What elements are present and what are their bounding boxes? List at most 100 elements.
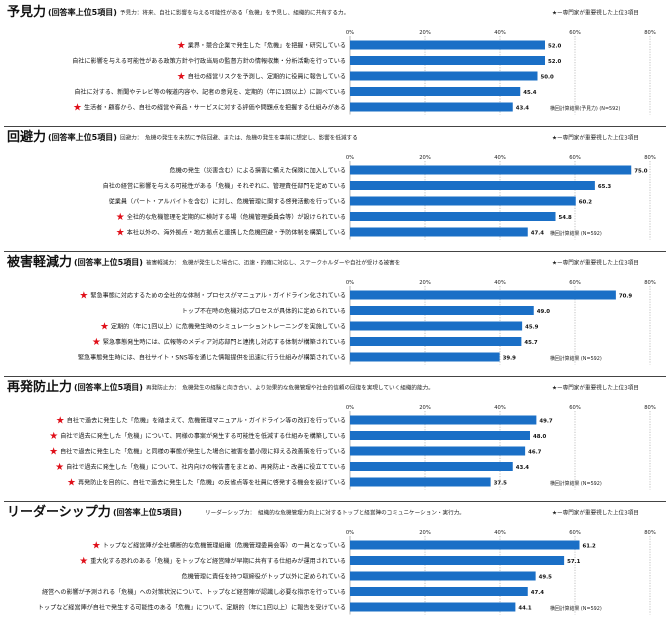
bar [350,102,513,112]
data-label: 44.1 [518,605,532,611]
bar [350,56,545,65]
star-icon: ★ [92,541,101,552]
x-tick-label: 80% [644,530,656,536]
x-tick-label: 40% [494,155,506,161]
bar [350,181,595,190]
bar [350,87,521,96]
section-title: 回避力 [7,129,46,145]
category-label: 自社で過去に発生した「危機」について、同様の事案が発生する可能性を低減する仕組み… [60,432,346,440]
x-tick-label: 80% [644,30,656,36]
star-icon: ★ [49,447,58,458]
star-icon: ★ [67,478,76,489]
star-icon: ★ [49,431,58,442]
x-tick-label: 80% [644,405,656,411]
sample-note: 横回計算結果(予見力) (N=592) [550,105,620,112]
section-title: リーダーシップ力 [7,504,111,520]
category-label: 全社的な危機管理を定期的に検討する場（危機管理委員会等）が設けられている [127,213,346,221]
category-label: 自社に対する、新聞やテレビ等の報道内容や、記者の意見を、定期的（年に1回以上）に… [74,88,346,96]
bar [350,165,632,175]
category-label: 危機管理に責任を持つ取締役がトップ以外に定められている [182,573,346,581]
bar [350,290,616,300]
category-label: 自社の経営に影響を与える可能性がある「危機」それぞれに、管理責任部門を定めている [103,182,346,190]
category-label: 自社で過去に発生した「危機」を踏まえて、危機管理マニュアル・ガイドライン等の改訂… [67,417,346,425]
legend-text: ★ー専門家が重要視した上位3項目 [552,509,639,517]
section-subtitle: (回答率上位5項目) [48,7,117,17]
data-label: 75.0 [634,168,648,174]
data-label: 37.5 [494,480,508,486]
section-title: 被害軽減力 [6,254,72,270]
sample-note: 横回計算結果 (N=592) [550,230,602,237]
legend-text: ★ー専門家が重要視した上位3項目 [552,259,639,267]
section-1: 予見力 (回答率上位5項目) 予見力：将来、自社に影響を与える可能性がある「危機」を… [7,4,656,115]
x-tick-label: 20% [419,30,431,36]
section-description: 回避力： 危機の発生を未然に予防回避、または、危機の発生を事前に想定し、影響を低… [120,134,358,142]
bar [350,212,556,221]
section-title: 予見力 [7,4,46,20]
sample-note: 横回計算結果 (N=592) [550,480,602,487]
category-label: 緊急事態発生時には、自社サイト・SNS等を通じた情報提供を迅速に行う仕組みが構築… [78,354,346,362]
sample-note: 横回計算結果 (N=592) [550,355,602,362]
star-icon: ★ [177,72,186,83]
section-subtitle: (回答率上位5項目) [113,507,182,517]
bar [350,306,534,315]
legend-text: ★ー専門家が重要視した上位3項目 [552,384,639,392]
x-tick-label: 60% [569,530,581,536]
data-label: 48.0 [533,434,547,440]
category-label: 経営への影響が予測される「危機」への対策状況について、トップなど経営陣が認識し必… [42,588,346,596]
legend-text: ★ー専門家が重要視した上位3項目 [552,9,639,17]
x-tick-label: 80% [644,155,656,161]
star-icon: ★ [55,462,64,473]
category-label: 従業員（パート・アルバイトを含む）に対し、危機管理に関する啓発活動を行っている [109,198,346,206]
section-subtitle: (回答率上位5項目) [74,382,143,392]
data-label: 47.4 [531,230,545,236]
section-4: 再発防止力 (回答率上位5項目) 再発防止力： 危機発生の経験と向き合い、より効果的… [4,376,666,490]
section-description: 被害軽減力： 危機が発生した場合に、迅速・的確に対応し、ステークホルダーや自社が… [146,259,400,267]
data-label: 52.0 [548,43,562,49]
section-3: 被害軽減力 (回答率上位5項目) 被害軽減力： 危機が発生した場合に、迅速・的確に対… [4,251,666,365]
category-label: 再発防止を目的に、自社で過去に発生した「危機」の反省点等を社員に啓発する機会を設… [78,479,346,487]
x-tick-label: 40% [494,530,506,536]
x-tick-label: 40% [494,30,506,36]
data-label: 70.9 [619,293,633,299]
data-label: 45.7 [524,340,538,346]
bar [350,571,536,581]
star-icon: ★ [100,322,109,333]
x-tick-label: 40% [494,405,506,411]
bar [350,540,580,550]
x-tick-label: 20% [419,155,431,161]
sample-note: 横回計算結果 (N=592) [550,605,602,612]
data-label: 49.5 [539,574,553,580]
data-label: 57.1 [567,559,581,565]
bar [350,431,530,440]
data-label: 43.4 [516,465,530,471]
data-label: 50.0 [541,74,555,80]
bar [350,352,500,362]
star-icon: ★ [73,103,82,114]
category-label: トップなど経営陣が自社で発生する可能性のある「危機」について、定期的（年に1回以… [38,604,346,612]
data-label: 54.8 [559,215,573,221]
x-tick-label: 20% [419,280,431,286]
section-2: 回避力 (回答率上位5項目) 回避力： 危機の発生を未然に予防回避、または、危機の発… [4,126,666,240]
x-tick-label: 60% [569,405,581,411]
section-description: 予見力：将来、自社に影響を与える可能性がある「危機」を予見し、組織的に共有する力… [120,9,349,17]
x-tick-label: 0% [346,280,354,286]
star-icon: ★ [79,556,88,567]
bar [350,321,523,331]
data-label: 46.7 [528,449,542,455]
star-icon: ★ [56,416,65,427]
data-label: 52.0 [548,59,562,65]
category-label: 定期的（年に1回以上）に危機発生時のシミュレーショントレーニングを実施している [111,323,346,331]
star-icon: ★ [116,212,125,223]
star-icon: ★ [177,41,186,52]
bar [350,71,538,81]
category-label: 生活者・顧客から、自社の経営や商品・サービスに対する評価や問題点を把握する仕組み… [84,104,346,112]
category-label: 自社の経営リスクを予測し、定期的に役員に報告している [188,73,346,81]
section-title: 再発防止力 [7,379,72,395]
section-description: 再発防止力： 危機発生の経験と向き合い、より効果的な危機管理や社会的信頼の回復を… [146,384,434,392]
star-icon: ★ [79,291,88,302]
category-label: トップなど経営陣が全社横断的な危機管理組織（危機管理委員会等）の一員となっている [103,542,346,550]
star-icon: ★ [116,228,125,239]
category-label: 自社に影響を与える可能性がある政策方針や行政当局の監督方針の情報収集・分析活動を… [72,57,346,65]
bar [350,40,545,50]
section-subtitle: (回答率上位5項目) [74,257,143,267]
